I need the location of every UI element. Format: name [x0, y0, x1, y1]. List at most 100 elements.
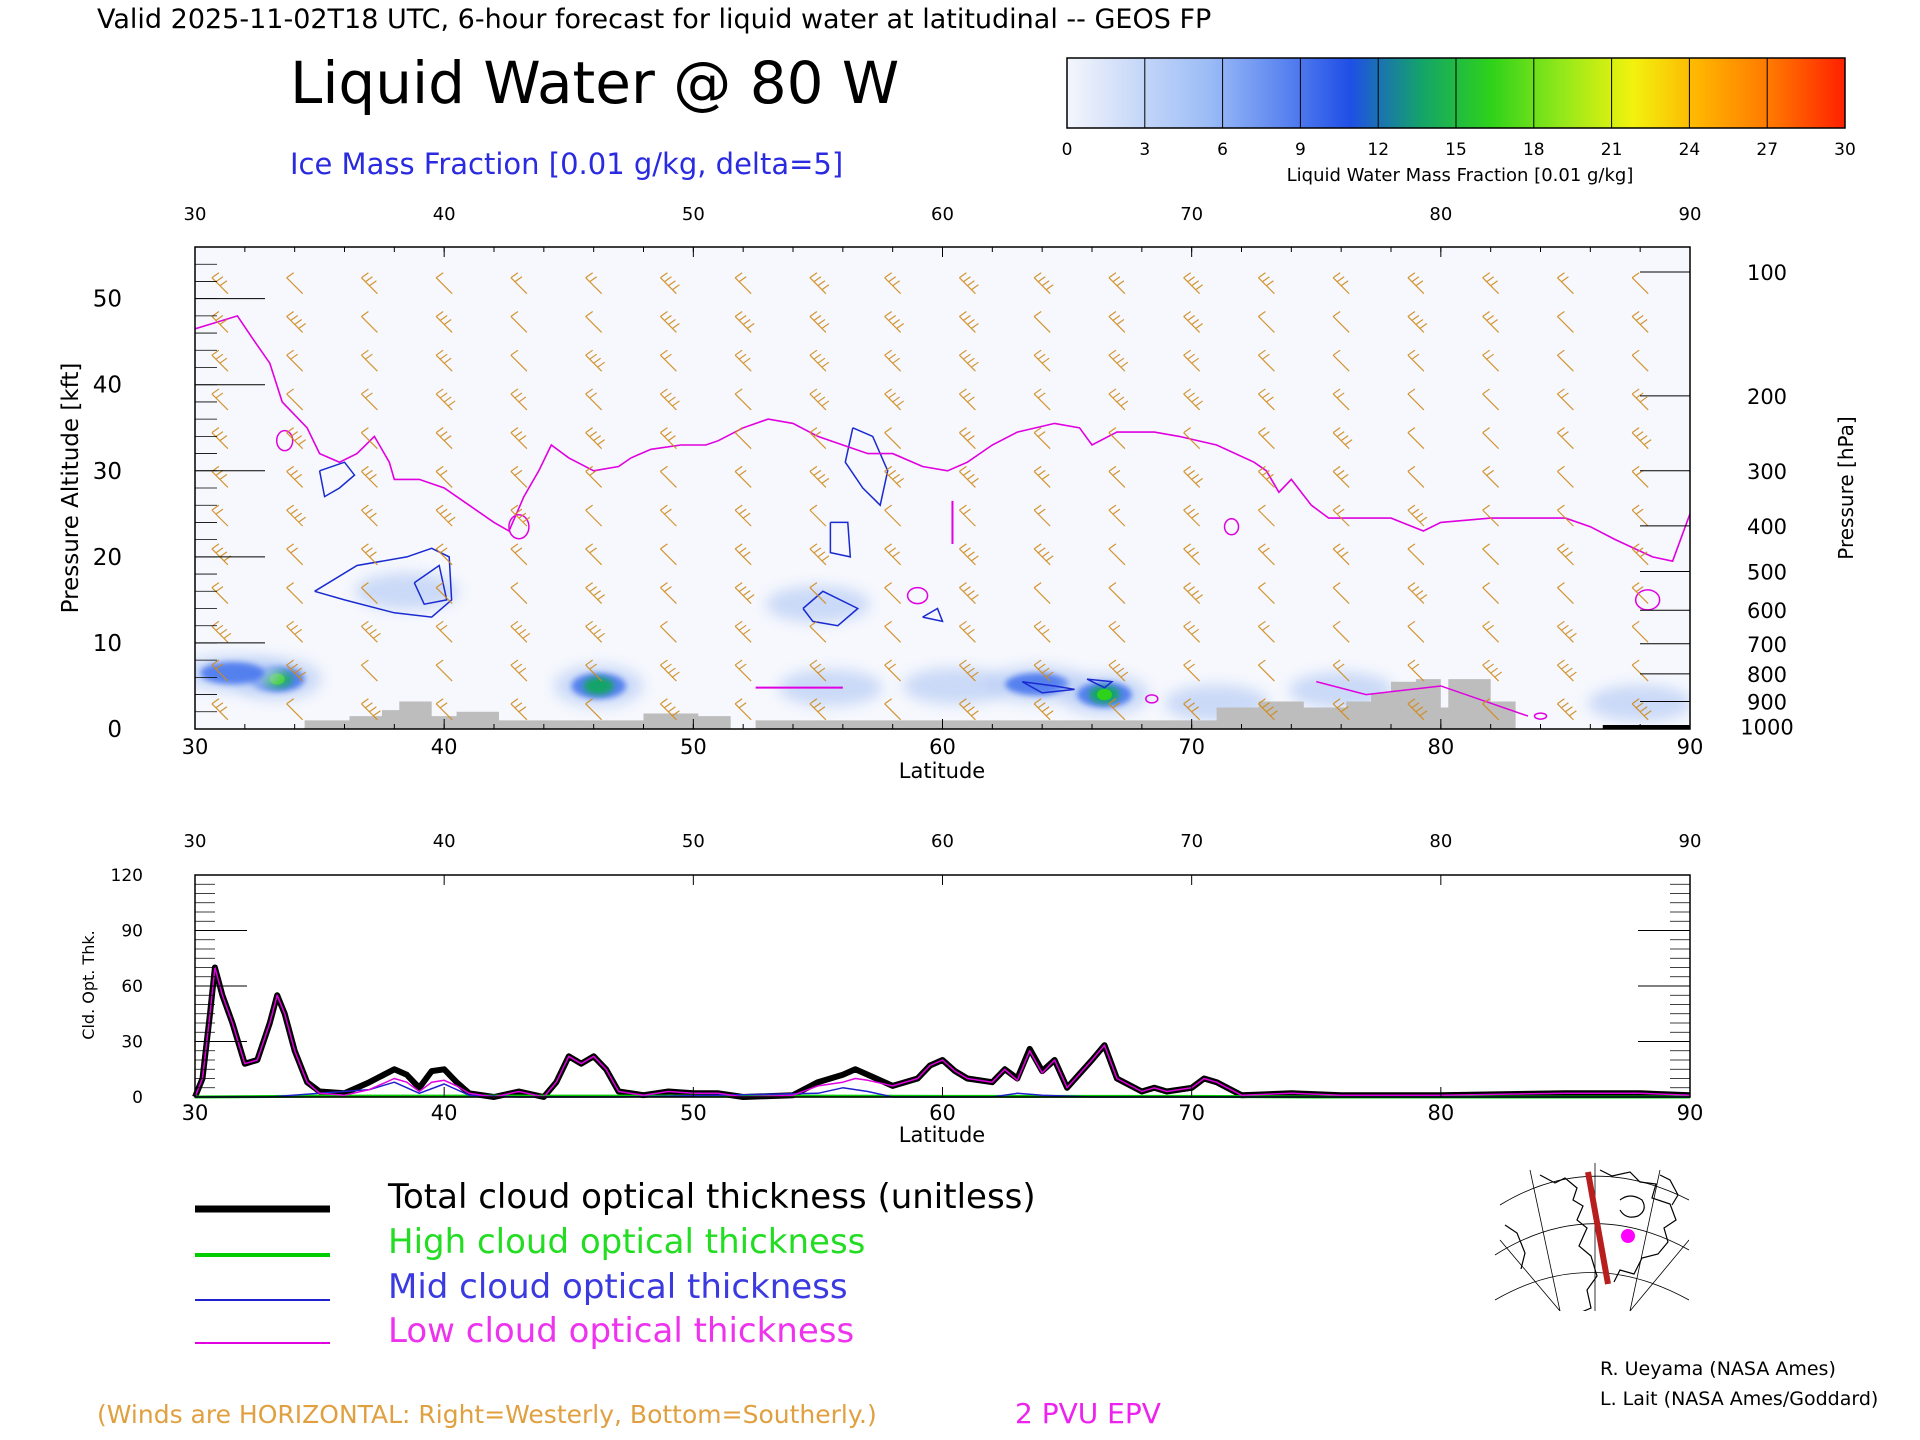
wind-barb: [1183, 310, 1204, 333]
wind-barb: [809, 388, 830, 411]
wind-barb: [958, 388, 976, 411]
colorbar-tick-label: 9: [1295, 140, 1306, 160]
wind-barb: [1407, 465, 1425, 488]
wind-barb: [1108, 620, 1126, 643]
wind-barb: [1183, 582, 1204, 605]
opt-xtick-label: 70: [1178, 1101, 1205, 1125]
wind-barb: [1482, 272, 1500, 295]
wind-barb: [435, 272, 453, 295]
wind-barb: [734, 620, 752, 643]
wind-barb: [1556, 310, 1574, 333]
wind-barb: [1108, 504, 1126, 527]
liquid-water-peak: [591, 680, 607, 692]
opt-ytick-label: 60: [121, 977, 143, 997]
legend-mid-label: Mid cloud optical thickness: [388, 1267, 848, 1307]
wind-barb: [659, 465, 677, 488]
wind-barb: [211, 698, 229, 721]
ice-contours: [314, 427, 1114, 694]
wind-barb: [1033, 465, 1051, 488]
wind-barb: [1108, 659, 1129, 682]
main-y2tick-label: 300: [1747, 460, 1787, 484]
wind-barb: [1257, 659, 1275, 682]
wind-barb: [734, 543, 752, 566]
main-y2tick-label: 400: [1747, 515, 1787, 539]
wind-barb: [1183, 659, 1201, 682]
wind-barb: [1033, 349, 1051, 372]
wind-barb: [360, 659, 378, 682]
wind-barb: [1556, 272, 1574, 295]
opt-xtick-label: 40: [431, 1101, 458, 1125]
wind-barb: [1033, 620, 1051, 643]
wind-barb: [1556, 349, 1574, 372]
wind-barb: [1183, 543, 1201, 566]
wind-barb: [360, 698, 381, 721]
opt-xlabel: Latitude: [899, 1123, 985, 1147]
wind-barb: [958, 272, 979, 295]
wind-barb: [1108, 582, 1126, 605]
wind-barb: [1108, 349, 1129, 372]
opt-xtick-label: 30: [182, 1101, 209, 1125]
opt-top-tick-label: 80: [1429, 831, 1452, 852]
wind-barb: [734, 349, 752, 372]
wind-barb: [435, 388, 456, 411]
wind-barb: [1556, 465, 1574, 488]
wind-barb: [734, 659, 752, 682]
wind-barb: [510, 310, 528, 333]
wind-barb: [1482, 582, 1500, 605]
main-xtick-label: 30: [182, 735, 209, 759]
wind-barb: [958, 620, 976, 643]
main-ytick-label: 0: [107, 717, 122, 743]
wind-barb: [1183, 427, 1201, 450]
wind-barb: [659, 310, 680, 333]
wind-barb: [1257, 504, 1275, 527]
wind-barb: [286, 659, 307, 682]
wind-barb: [1332, 543, 1350, 566]
opt-ytick-label: 30: [121, 1033, 143, 1053]
wind-barb: [1332, 427, 1353, 450]
ice-contour: [1021, 680, 1075, 694]
epv-closed-contour: [1223, 517, 1240, 536]
wind-barb: [1556, 427, 1574, 450]
wind-barb: [435, 310, 453, 333]
opt-top-tick-label: 40: [433, 831, 456, 852]
wind-barb: [659, 388, 680, 411]
wind-barb: [435, 349, 453, 372]
wind-barb: [1108, 465, 1126, 488]
wind-barb: [1407, 310, 1428, 333]
wind-barb: [585, 388, 603, 411]
epv-closed-contour: [906, 586, 929, 605]
wind-barb: [659, 582, 677, 605]
ice-contour: [413, 564, 448, 606]
wind-barb: [734, 388, 752, 411]
wind-barb: [734, 698, 752, 721]
wind-barb: [734, 504, 752, 527]
liquid-water-halo: [902, 667, 1007, 705]
wind-barb: [286, 349, 304, 372]
wind-barb: [809, 659, 827, 682]
wind-barb: [1257, 620, 1275, 643]
main-xtick-label: 50: [680, 735, 707, 759]
locator-map: [1492, 1163, 1689, 1311]
wind-barb: [1631, 620, 1649, 643]
wind-barb: [211, 349, 229, 372]
wind-barb: [435, 659, 453, 682]
wind-barb: [1407, 272, 1425, 295]
wind-barb: [211, 310, 229, 333]
wind-barb: [1033, 698, 1054, 721]
wind-barb: [286, 310, 307, 333]
wind-barb: [734, 272, 752, 295]
optical-thickness-panel: 30 30 40 40 50 50 60 60 70 70 80 80 90 90 0 30 60 90 120: [111, 831, 1704, 1125]
opt-xtick-label: 50: [680, 1101, 707, 1125]
wind-barb: [809, 310, 830, 333]
winds-note: (Winds are HORIZONTAL: Right=Westerly, B…: [97, 1400, 877, 1429]
wind-barb: [884, 465, 905, 488]
wind-barb: [360, 388, 378, 411]
opt-ytick-label: 120: [111, 866, 143, 886]
main-top-tick-label: 40: [433, 204, 456, 225]
wind-barb: [211, 620, 232, 643]
main-y2tick-label: 1000: [1740, 715, 1793, 739]
opt-xtick-label: 90: [1677, 1101, 1704, 1125]
wind-barb: [659, 504, 677, 527]
colorbar-tick-label: 24: [1679, 140, 1701, 160]
main-ytick-label: 10: [93, 631, 122, 657]
